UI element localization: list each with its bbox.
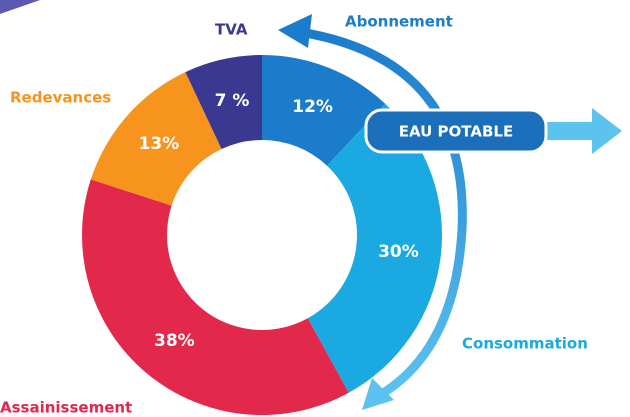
- category-label: Consommation: [462, 335, 588, 353]
- value-label: 12%: [292, 97, 333, 117]
- curved-arrow: [299, 27, 467, 399]
- slice: [262, 55, 386, 166]
- category-label: Redevances: [10, 89, 111, 107]
- value-label: 13%: [139, 134, 180, 154]
- slice: [307, 103, 442, 393]
- slice: [90, 72, 222, 206]
- value-label: 38%: [154, 331, 195, 351]
- annotation-box: [364, 108, 548, 154]
- out-arrow-head: [592, 108, 622, 154]
- value-label: 7 %: [215, 91, 250, 111]
- arrow-head: [278, 14, 312, 48]
- category-label: Assainissement: [0, 399, 132, 417]
- slice: [185, 55, 262, 150]
- value-label: 30%: [378, 242, 419, 262]
- out-arrow: [540, 122, 595, 140]
- category-label: Abonnement: [345, 13, 453, 31]
- category-label: TVA: [215, 21, 248, 39]
- arrow-head: [362, 378, 394, 410]
- slice: [81, 179, 349, 416]
- donut: [81, 55, 442, 416]
- corner-arrow: [0, 0, 40, 14]
- annotation: EAU POTABLE: [399, 123, 513, 141]
